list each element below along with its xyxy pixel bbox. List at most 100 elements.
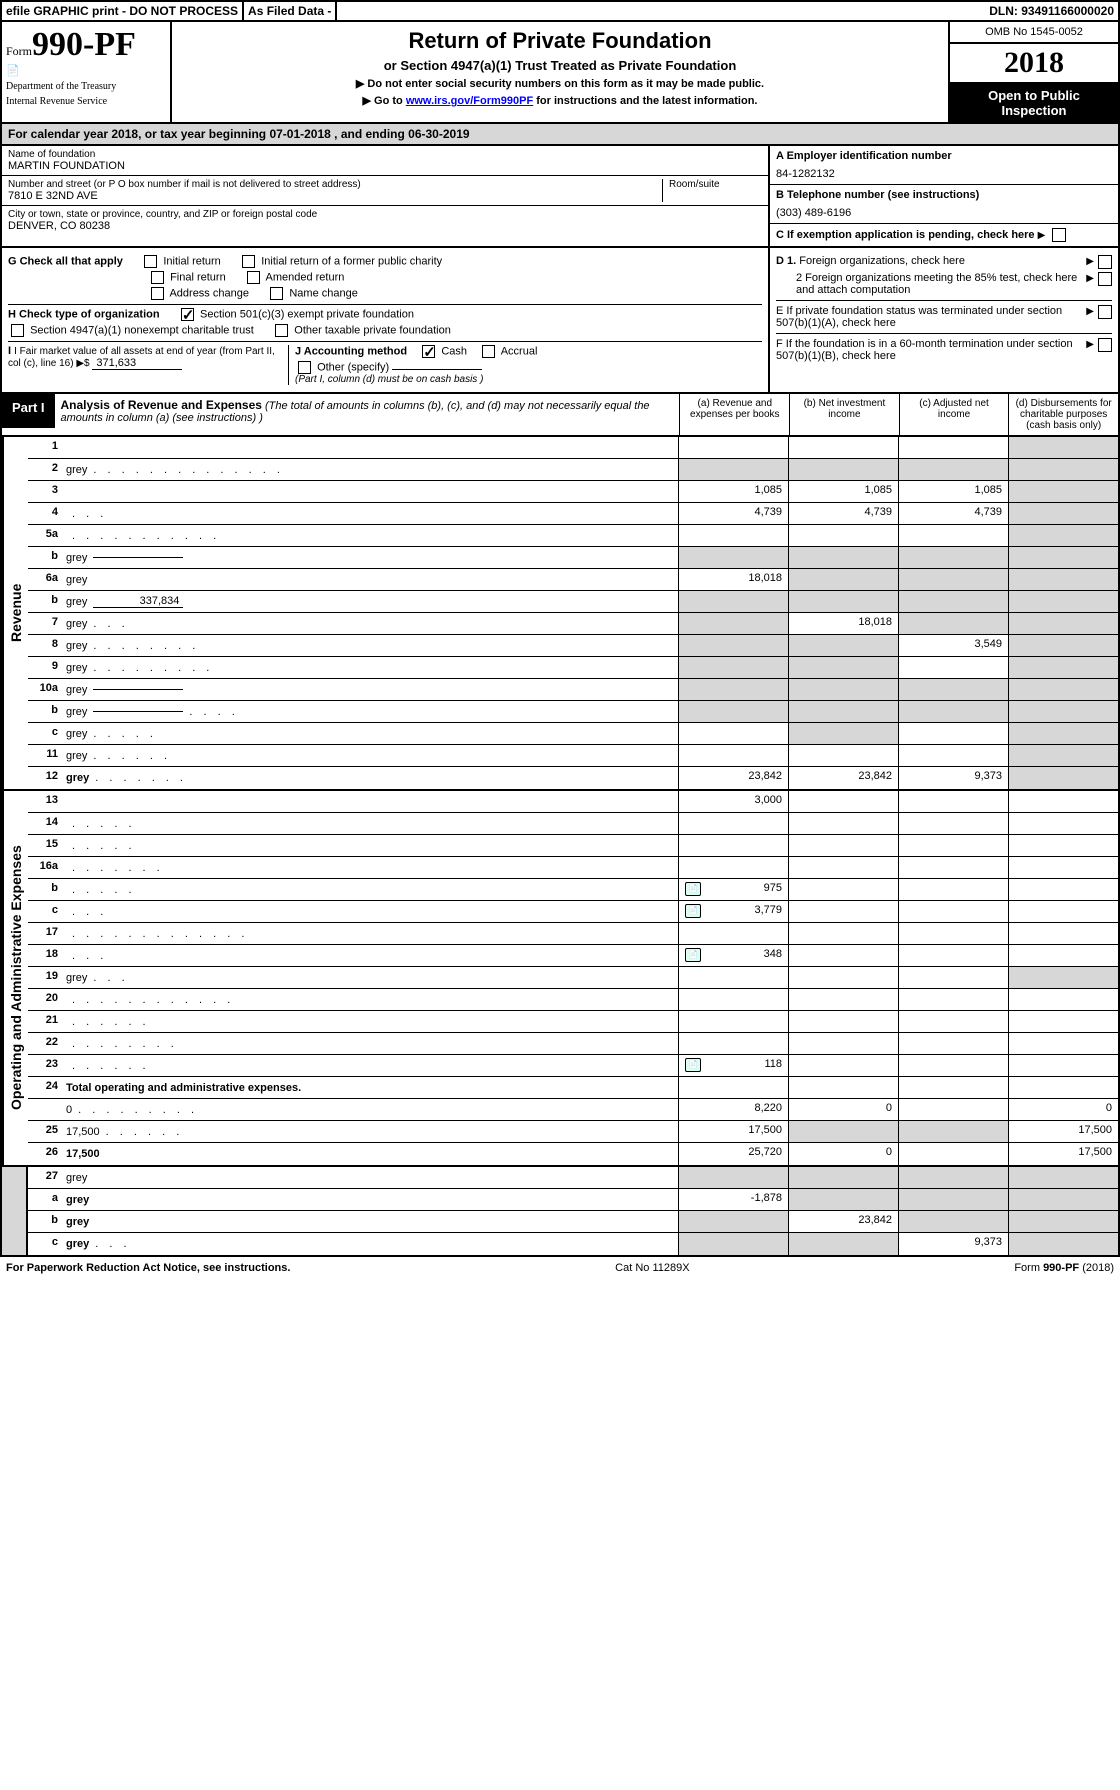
line-number: 22 [28,1033,62,1054]
h-label: H Check type of organization [8,308,160,320]
table-row: 27grey [28,1167,1118,1189]
cell-b [788,459,898,480]
cell-d [1008,1211,1118,1232]
cell-b [788,835,898,856]
table-row: 31,0851,0851,085 [28,481,1118,503]
line-description: grey. . . . . . . . . [62,657,678,678]
form-title: Return of Private Foundation [178,28,942,54]
e-chk[interactable] [1098,305,1112,319]
cell-b [788,813,898,834]
cell-b [788,591,898,612]
line-description: . . . . . [62,813,678,834]
g-label: G Check all that apply [8,255,123,267]
cell-a [678,723,788,744]
other-method-chk[interactable] [298,361,311,374]
line-description: grey337,834 [62,591,678,612]
line-number: 21 [28,1011,62,1032]
cell-c [898,547,1008,568]
line-number: 1 [28,437,62,458]
form-id-block: Form990-PF 📄 Department of the Treasury … [2,22,172,122]
line-number: 15 [28,835,62,856]
cell-b [788,569,898,590]
table-row: 133,000 [28,791,1118,813]
initial-former-chk[interactable] [242,255,255,268]
c-checkbox[interactable] [1052,228,1066,242]
f-chk[interactable] [1098,338,1112,352]
name-change-chk[interactable] [270,287,283,300]
cash-chk[interactable] [422,345,435,358]
cell-c [898,945,1008,966]
line-number: 2 [28,459,62,480]
initial-return-chk[interactable] [144,255,157,268]
line-description: grey. . . . . [62,723,678,744]
part1-header: Part I Analysis of Revenue and Expenses … [0,394,1120,437]
501c3-chk[interactable] [181,308,194,321]
cell-c [898,1189,1008,1210]
line-description: grey [62,547,678,568]
line-description: . . . . . . . . . . . [62,525,678,546]
amended-chk[interactable] [247,271,260,284]
cell-d [1008,1233,1118,1255]
attachment-icon[interactable]: 📄 [685,948,701,962]
cat-no: Cat No 11289X [290,1262,1014,1274]
table-row: bgrey337,834 [28,591,1118,613]
line-number: 12 [28,767,62,789]
cell-d [1008,569,1118,590]
d1-chk[interactable] [1098,255,1112,269]
cell-a: 📄3,779 [678,901,788,922]
table-row: 2517,500. . . . . .17,50017,500 [28,1121,1118,1143]
other-taxable-chk[interactable] [275,324,288,337]
i-value: 371,633 [92,357,182,370]
ssn-note: ▶ Do not enter social security numbers o… [178,77,942,90]
table-row: 21. . . . . . [28,1011,1118,1033]
table-row: cgrey. . . . . [28,723,1118,745]
line-number: 9 [28,657,62,678]
cell-d [1008,989,1118,1010]
line-number [28,1099,62,1120]
attachment-icon[interactable]: 📄 [685,882,701,896]
table-row: 2617,50025,720017,500 [28,1143,1118,1165]
table-row: 4. . .4,7394,7394,739 [28,503,1118,525]
cell-b [788,879,898,900]
open-public-badge: Open to Public Inspection [950,84,1118,122]
cell-c [898,1167,1008,1188]
cell-c [898,923,1008,944]
table-row: 8grey. . . . . . . .3,549 [28,635,1118,657]
line-number: 17 [28,923,62,944]
irs-link[interactable]: www.irs.gov/Form990PF [406,95,533,107]
cell-c [898,701,1008,722]
table-row: b. . . . .📄975 [28,879,1118,901]
table-row: agrey-1,878 [28,1189,1118,1211]
table-row: c. . .📄3,779 [28,901,1118,923]
top-bar: efile GRAPHIC print - DO NOT PROCESS As … [0,0,1120,20]
cell-a: 23,842 [678,767,788,789]
cell-d [1008,459,1118,480]
accrual-chk[interactable] [482,345,495,358]
line-description: grey [62,569,678,590]
line-number: 3 [28,481,62,502]
line-description: . . . [62,901,678,922]
line-description: grey [62,1167,678,1188]
cell-d [1008,679,1118,700]
final-return-chk[interactable] [151,271,164,284]
cell-a: -1,878 [678,1189,788,1210]
line-description [62,481,678,502]
bottom-section: 27greyagrey-1,878bgrey23,842cgrey. . .9,… [2,1165,1118,1255]
address-change-chk[interactable] [151,287,164,300]
efile-notice: efile GRAPHIC print - DO NOT PROCESS [2,2,244,20]
cell-b: 0 [788,1143,898,1165]
d2-chk[interactable] [1098,272,1112,286]
line-number: 16a [28,857,62,878]
cell-d [1008,1189,1118,1210]
revenue-side-label: Revenue [2,437,28,789]
attachment-icon[interactable]: 📄 [685,1058,701,1072]
4947a1-chk[interactable] [11,324,24,337]
cell-a [678,679,788,700]
cell-a: 📄118 [678,1055,788,1076]
col-b-header: (b) Net investment income [789,394,899,435]
cell-a [678,745,788,766]
cell-c [898,459,1008,480]
line-number: 7 [28,613,62,634]
tax-year: 2018 [950,44,1118,84]
attachment-icon[interactable]: 📄 [685,904,701,918]
